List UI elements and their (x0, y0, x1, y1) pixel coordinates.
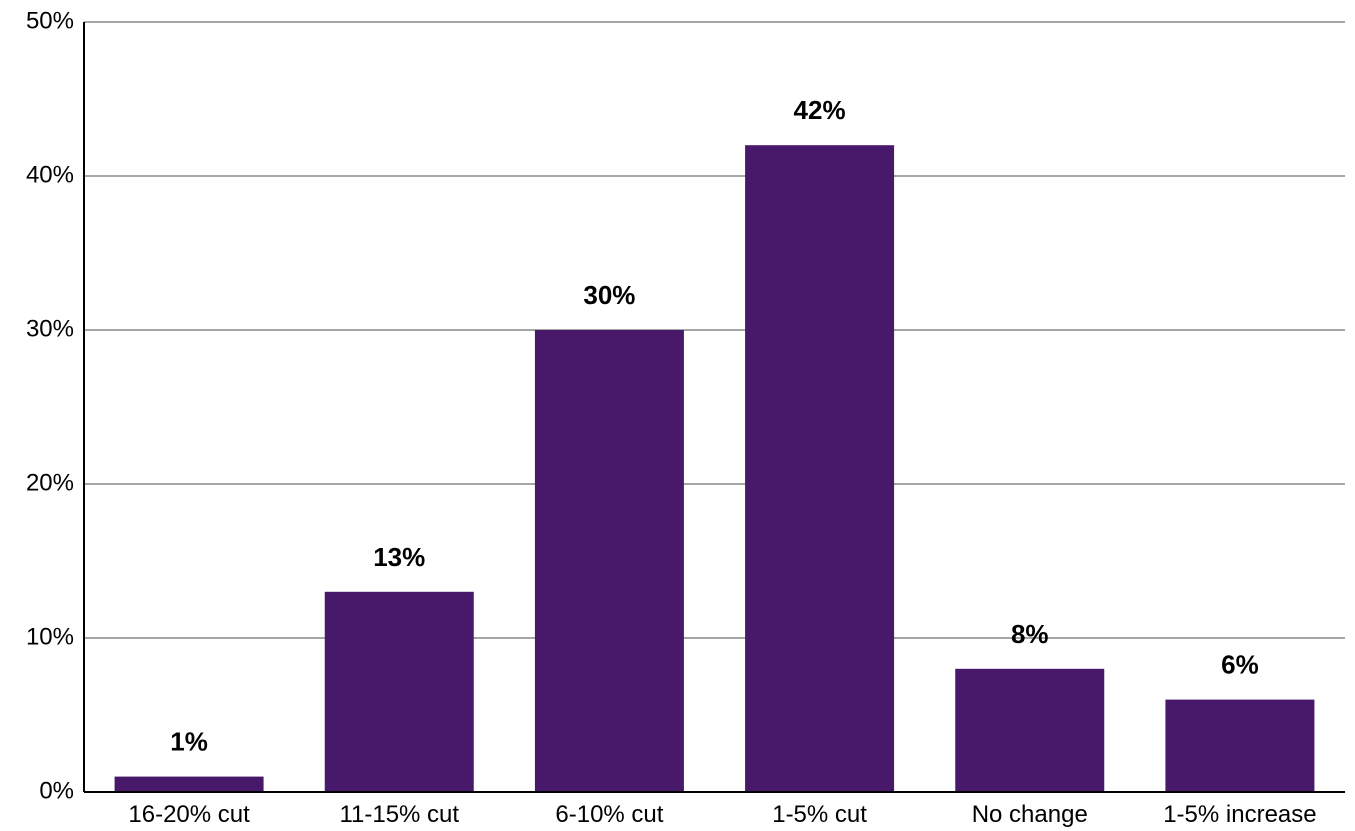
x-tick-label: 16-20% cut (128, 801, 250, 828)
x-tick-label: 6-10% cut (555, 801, 663, 828)
bar (324, 591, 474, 792)
data-label: 6% (1221, 650, 1259, 680)
data-label: 42% (794, 95, 846, 125)
gridlines (84, 21, 1345, 639)
data-label: 30% (583, 280, 635, 310)
bar (534, 330, 684, 792)
x-tick-label: 1-5% increase (1163, 801, 1316, 828)
x-axis-ticks: 16-20% cut 11-15% cut 6-10% cut 1-5% cut No … (128, 801, 1316, 828)
y-tick-label: 0% (39, 777, 74, 804)
bar (1165, 699, 1315, 792)
axes (83, 22, 1345, 793)
bar (114, 776, 264, 792)
bar (745, 145, 895, 792)
y-tick-label: 40% (26, 161, 74, 188)
x-tick-label: 11-15% cut (339, 801, 459, 828)
data-label: 1% (170, 727, 208, 757)
data-labels: 1% 13% 30% 42% 8% 6% (170, 95, 1258, 756)
y-tick-label: 10% (26, 623, 74, 650)
x-tick-label: 1-5% cut (772, 801, 867, 828)
y-tick-label: 30% (26, 315, 74, 342)
y-tick-label: 20% (26, 469, 74, 496)
data-label: 13% (373, 542, 425, 572)
bars (114, 145, 1315, 792)
x-tick-label: No change (972, 801, 1088, 828)
bar (955, 668, 1105, 792)
y-axis-ticks: 0% 10% 20% 30% 40% 50% (26, 7, 74, 804)
data-label: 8% (1011, 619, 1049, 649)
y-tick-label: 50% (26, 7, 74, 34)
